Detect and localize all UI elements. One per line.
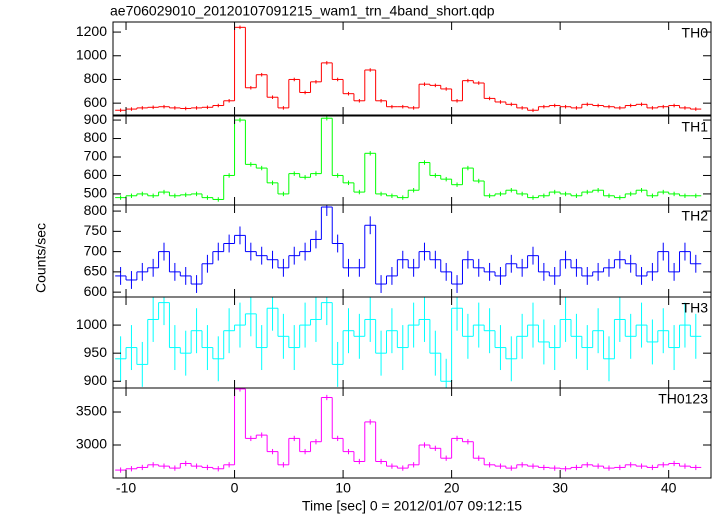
panel-frame — [112, 296, 712, 389]
x-tick-label: 20 — [444, 480, 460, 496]
y-tick-label: 750 — [84, 222, 108, 238]
y-tick-label: 700 — [84, 242, 108, 258]
panel-frame — [112, 204, 712, 298]
y-tick-label: 950 — [84, 344, 108, 360]
y-tick-label: 1200 — [76, 23, 107, 39]
y-tick-label: 900 — [84, 372, 108, 388]
series-1 — [115, 116, 702, 202]
panel-label: TH2 — [682, 208, 709, 224]
y-tick-label: 800 — [84, 70, 108, 86]
y-tick-label: 600 — [84, 283, 108, 299]
series-3 — [115, 297, 702, 388]
panel-label: TH1 — [682, 119, 709, 135]
x-tick-label: -10 — [116, 480, 136, 496]
y-tick-label: 600 — [84, 94, 108, 110]
series-0 — [115, 25, 702, 113]
x-tick-label: 40 — [661, 480, 677, 496]
x-axis-label: Time [sec] 0 = 2012/01/07 09:12:15 — [302, 498, 522, 514]
y-tick-label: 650 — [84, 263, 108, 279]
panel-frame — [112, 387, 712, 479]
x-tick-label: 10 — [335, 480, 351, 496]
y-tick-label: 500 — [84, 185, 108, 201]
y-tick-label: 3500 — [76, 403, 107, 419]
series-2 — [115, 205, 702, 293]
y-tick-label: 800 — [84, 202, 108, 218]
y-tick-label: 900 — [84, 111, 108, 127]
y-tick-label: 800 — [84, 129, 108, 145]
y-tick-label: 700 — [84, 148, 108, 164]
y-axis-label: Counts/sec — [33, 223, 49, 293]
y-tick-label: 3000 — [76, 436, 107, 452]
panel-frame — [112, 21, 712, 116]
x-tick-label: 0 — [231, 480, 239, 496]
panel-label: TH0 — [682, 25, 709, 41]
panel-label: TH0123 — [658, 391, 708, 407]
y-tick-label: 1000 — [76, 316, 107, 332]
panel-frame — [112, 115, 712, 206]
panel-label: TH3 — [682, 300, 709, 316]
chart-title: ae706029010_20120107091215_wam1_trn_4ban… — [110, 3, 495, 19]
y-tick-label: 600 — [84, 166, 108, 182]
y-tick-label: 1000 — [76, 46, 107, 62]
series-4 — [115, 388, 702, 473]
x-tick-label: 30 — [552, 480, 568, 496]
